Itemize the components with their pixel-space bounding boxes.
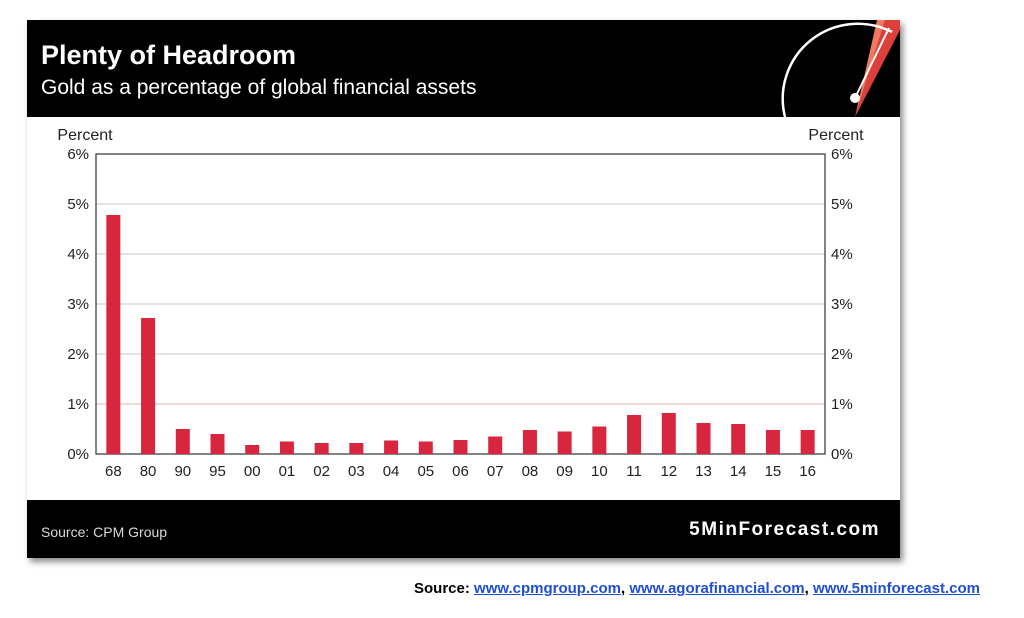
- chart-source: Source: CPM Group: [41, 524, 168, 540]
- x-tick-label: 16: [799, 463, 816, 480]
- bar: [175, 429, 190, 454]
- x-tick-label: 80: [140, 463, 157, 480]
- bar: [800, 430, 815, 454]
- x-tick-label: 02: [313, 463, 330, 480]
- y-axis-title-left: Percent: [57, 127, 113, 144]
- separator: ,: [620, 580, 630, 597]
- y-tick-label-right: 1%: [831, 396, 853, 413]
- x-tick-label: 03: [348, 463, 365, 480]
- bar: [731, 424, 746, 454]
- x-tick-label: 90: [174, 463, 191, 480]
- x-tick-label: 04: [383, 463, 400, 480]
- bar: [522, 430, 537, 454]
- x-tick-label: 15: [765, 463, 782, 480]
- bar: [696, 423, 711, 454]
- x-tick-label: 08: [522, 463, 539, 480]
- bar: [349, 443, 364, 454]
- x-tick-label: 01: [279, 463, 296, 480]
- y-tick-label-left: 4%: [67, 246, 89, 263]
- x-tick-label: 14: [730, 463, 747, 480]
- chart-footer: Source: CPM Group 5MinForecast.com: [27, 500, 900, 558]
- bar: [765, 430, 780, 454]
- brand-label: 5MinForecast.com: [689, 519, 880, 540]
- bar: [279, 441, 294, 454]
- y-tick-label-left: 1%: [67, 396, 89, 413]
- x-tick-label: 11: [626, 463, 642, 480]
- y-tick-label-right: 3%: [831, 296, 853, 313]
- y-tick-label-left: 3%: [67, 296, 89, 313]
- y-tick-label-right: 5%: [831, 196, 853, 213]
- x-tick-label: 06: [452, 463, 469, 480]
- x-tick-label: 10: [591, 463, 608, 480]
- link-cpmgroup[interactable]: www.cpmgroup.com: [474, 580, 621, 597]
- chart-card: Plenty of Headroom Gold as a percentage …: [27, 20, 900, 558]
- chart-title: Plenty of Headroom: [41, 40, 297, 70]
- y-tick-label-left: 2%: [67, 346, 89, 363]
- y-axis-title-right: Percent: [808, 127, 864, 144]
- bar: [627, 415, 642, 454]
- bar: [314, 443, 329, 454]
- bar: [661, 413, 676, 454]
- x-tick-label: 13: [695, 463, 712, 480]
- chart-header: Plenty of Headroom Gold as a percentage …: [27, 20, 900, 117]
- y-tick-label-left: 0%: [67, 446, 89, 463]
- bar: [418, 441, 433, 454]
- x-tick-label: 12: [660, 463, 677, 480]
- y-tick-label-right: 6%: [831, 146, 853, 163]
- source-line: Source: www.cpmgroup.com, www.agorafinan…: [414, 580, 980, 597]
- bar: [141, 318, 156, 454]
- separator: ,: [804, 580, 813, 597]
- y-tick-label-right: 0%: [831, 446, 853, 463]
- bar: [592, 426, 607, 454]
- y-tick-label-left: 6%: [67, 146, 89, 163]
- x-tick-label: 05: [417, 463, 434, 480]
- x-tick-label: 09: [556, 463, 573, 480]
- bar-chart: 0% 0% 1% 1% 2% 2% 3% 3% 4% 4% 5% 5% 6% 6% Percent Perce…: [57, 127, 864, 480]
- bar: [210, 434, 225, 454]
- gauge-icon: [781, 20, 900, 117]
- y-tick-label-right: 2%: [831, 346, 853, 363]
- bar: [453, 440, 468, 454]
- y-tick-label-left: 5%: [67, 196, 89, 213]
- bar: [384, 440, 399, 454]
- bar: [557, 431, 572, 454]
- x-tick-label: 07: [487, 463, 504, 480]
- x-tick-label: 00: [244, 463, 261, 480]
- link-agorafinancial[interactable]: www.agorafinancial.com: [629, 580, 805, 597]
- x-tick-label: 68: [105, 463, 122, 480]
- bar: [106, 215, 121, 454]
- bar: [245, 445, 260, 454]
- chart-subtitle: Gold as a percentage of global financial…: [41, 76, 477, 99]
- y-tick-label-right: 4%: [831, 246, 853, 263]
- bar: [488, 436, 503, 454]
- x-tick-label: 95: [209, 463, 226, 480]
- source-label: Source:: [414, 580, 470, 597]
- link-5minforecast[interactable]: www.5minforecast.com: [813, 580, 980, 597]
